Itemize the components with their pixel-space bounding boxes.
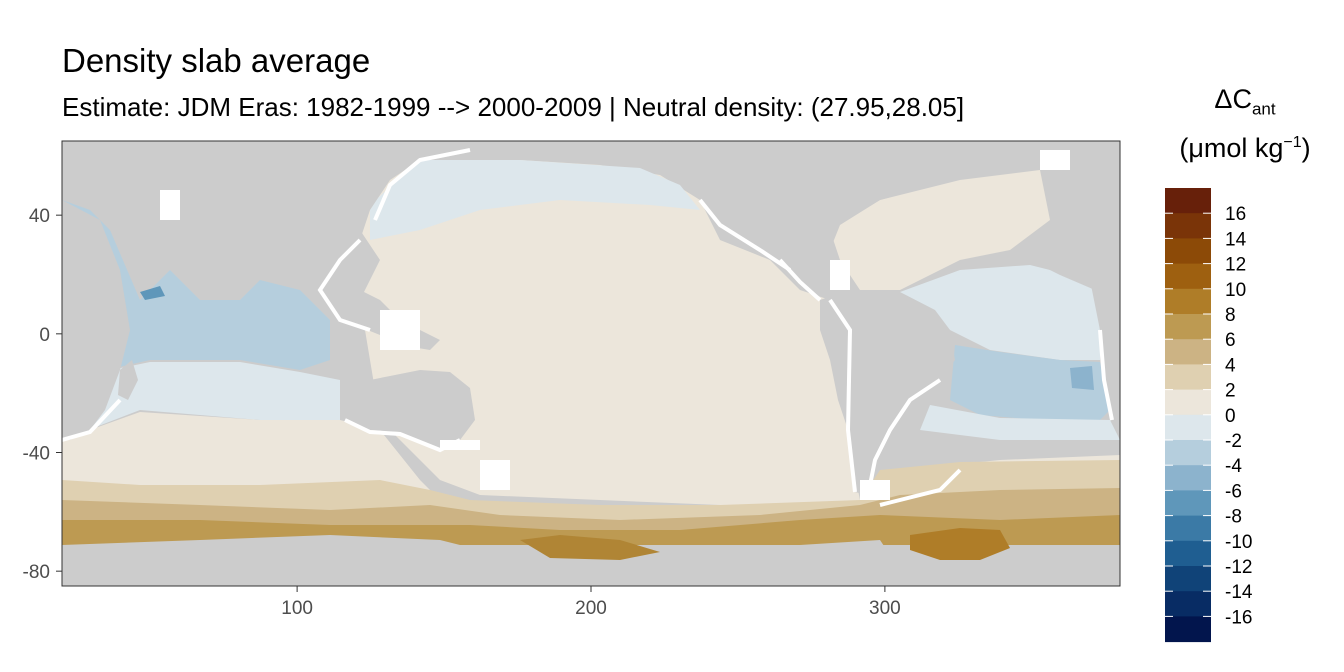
- ross-core: [520, 535, 660, 560]
- legend-swatch: [1165, 566, 1211, 592]
- angola-patch: [1070, 366, 1094, 390]
- south-atlantic: [950, 345, 1110, 420]
- greenland: [930, 141, 1050, 170]
- legend-label: -2: [1225, 431, 1242, 452]
- north-america: [690, 141, 1050, 280]
- legend-swatch: [1165, 540, 1211, 567]
- madagascar: [118, 360, 138, 400]
- weddell-core: [910, 528, 1010, 560]
- so-band-2: [62, 460, 1120, 520]
- legend-title-symbol: ΔC: [1214, 84, 1252, 114]
- legend-swatch: [1165, 288, 1211, 315]
- legend-label: -14: [1225, 582, 1253, 603]
- x-tick-label: 100: [281, 598, 313, 619]
- australia: [340, 370, 475, 448]
- plot-title: Density slab average: [62, 42, 371, 79]
- legend-swatch: [1165, 515, 1211, 542]
- north-atlantic: [830, 170, 1050, 290]
- pacific-ocean: [360, 160, 1120, 505]
- map-panel: [62, 141, 1120, 586]
- arabian-sea-patch: [140, 286, 165, 300]
- plot-subtitle: Estimate: JDM Eras: 1982-1999 --> 2000-2…: [62, 92, 965, 122]
- legend-unit: (μmol kg−1): [1160, 133, 1330, 164]
- antarctica: [62, 535, 1120, 586]
- no-data-coastlines: [62, 148, 1114, 507]
- legend-label: -16: [1225, 607, 1252, 628]
- legend-label: 4: [1225, 355, 1236, 376]
- legend-label: -10: [1225, 532, 1252, 553]
- no-data-patches: [160, 150, 1070, 500]
- y-tick-label: -40: [23, 444, 50, 465]
- legend-title-subscript: ant: [1251, 99, 1276, 119]
- legend-swatch: [1165, 490, 1211, 517]
- legend-swatch: [1165, 414, 1211, 441]
- legend-label: 2: [1225, 381, 1236, 402]
- y-tick-label: 0: [39, 325, 50, 346]
- legend-swatch: [1165, 213, 1211, 239]
- legend-label: 6: [1225, 330, 1236, 351]
- north-pacific: [370, 160, 700, 240]
- legend-label: -8: [1225, 507, 1242, 528]
- south-atlantic-light: [920, 405, 1120, 440]
- legend-label: 10: [1225, 280, 1246, 301]
- south-america: [820, 290, 955, 495]
- y-tick-label: 40: [29, 206, 50, 227]
- legend-unit-prefix: (μmol kg: [1179, 133, 1284, 163]
- legend-label: -4: [1225, 456, 1242, 477]
- legend-swatch: [1165, 188, 1211, 214]
- x-tick-label: 200: [575, 598, 607, 619]
- legend-colorbar: 16 14 12 10 8 6 4 2 0 -2 -4 -6 -8 -10 -12 -14 -16: [1165, 188, 1253, 643]
- x-axis: 100 200 300: [281, 586, 901, 619]
- africa-west: [62, 200, 130, 440]
- x-tick-label: 300: [869, 598, 901, 619]
- legend-label: 12: [1225, 255, 1246, 276]
- legend-label: 0: [1225, 406, 1236, 427]
- y-axis: 40 0 -40 -80: [23, 206, 62, 583]
- y-tick-label: -80: [23, 562, 50, 583]
- africa: [1040, 215, 1120, 440]
- legend-unit-superscript: −1: [1283, 134, 1302, 151]
- legend-label: 14: [1225, 229, 1247, 250]
- south-indian-band: [62, 412, 440, 500]
- legend-swatch: [1165, 465, 1211, 491]
- legend-swatch: [1165, 339, 1211, 365]
- legend-label: -6: [1225, 481, 1242, 502]
- legend-swatch: [1165, 314, 1211, 340]
- eurasia: [62, 141, 690, 290]
- tropical-atlantic: [900, 265, 1100, 360]
- legend-label: 8: [1225, 305, 1236, 326]
- legend-swatch: [1165, 591, 1211, 617]
- legend-swatch: [1165, 389, 1211, 416]
- legend-swatch: [1165, 364, 1211, 391]
- legend-unit-suffix: ): [1301, 133, 1311, 163]
- legend-title: ΔCant: [1160, 84, 1330, 119]
- legend-swatch: [1165, 238, 1211, 265]
- legend-swatch: [1165, 440, 1211, 466]
- legend-label: -12: [1225, 557, 1252, 578]
- legend-label: 16: [1225, 204, 1246, 225]
- legend-swatch: [1165, 616, 1211, 643]
- legend-swatch: [1165, 263, 1211, 290]
